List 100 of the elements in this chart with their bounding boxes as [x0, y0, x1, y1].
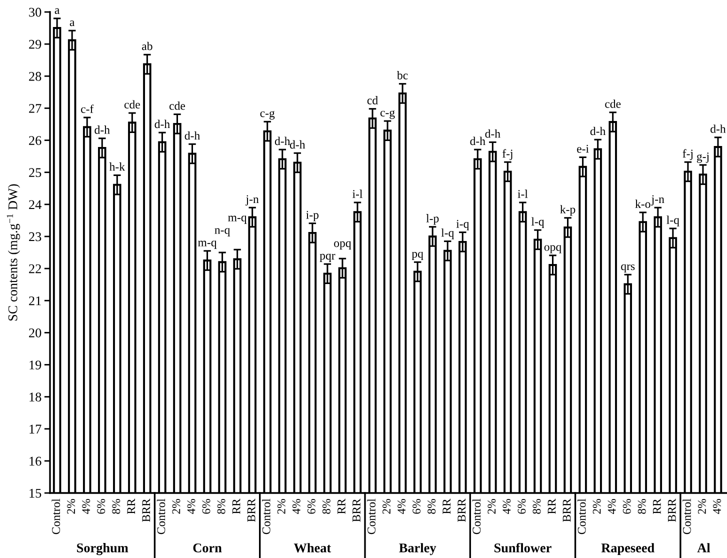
data-label: cd [367, 96, 378, 104]
y-tick-label: 27 [29, 104, 42, 113]
data-label: k-p [560, 205, 576, 216]
data-label: m-q [198, 240, 217, 249]
y-tick-label: 24 [29, 200, 42, 209]
data-label: d-h [470, 136, 486, 146]
y-tick-label: 22 [29, 264, 41, 274]
x-tick-label: Control [367, 498, 376, 534]
data-label: c-f [81, 104, 94, 114]
x-tick-label: RR [127, 498, 136, 514]
data-label: a [70, 20, 75, 26]
data-label: n-q [214, 228, 230, 236]
x-tick-label: 2% [172, 498, 180, 514]
text: Barley [399, 543, 436, 556]
data-label: d-h [154, 120, 170, 128]
text: Rapeseed [601, 543, 654, 556]
data-label: i-l [518, 190, 528, 198]
x-tick-label: BRR [668, 498, 676, 522]
data-label: opq [334, 241, 352, 250]
y-tick-label: 15 [30, 488, 42, 498]
x-tick-label: 4% [398, 498, 406, 514]
x-tick-label: 4% [712, 498, 721, 514]
y-tick-label: 17 [30, 424, 42, 434]
text: Sorghum [77, 543, 128, 556]
data-label: m-q [228, 216, 247, 224]
y-tick-label: 29 [29, 40, 42, 49]
x-tick-label: Control [682, 498, 691, 534]
x-tick-label: 8% [217, 498, 226, 514]
data-label: l-q [531, 217, 544, 228]
x-tick-label: 8% [532, 498, 541, 514]
y-axis-title: SC contents (mg.g$^{−1}$ DW) [6, 184, 20, 321]
x-tick-label: RR [232, 498, 240, 514]
data-label: d-h [290, 140, 306, 149]
data-label: d-h [485, 129, 500, 138]
x-tick-label: 8% [638, 498, 646, 514]
data-label: l-q [441, 228, 454, 240]
x-tick-label: 4% [292, 498, 300, 514]
x-tick-label: BRR [142, 498, 150, 522]
data-label: j-n [651, 195, 664, 206]
text: Wheat [294, 543, 332, 552]
data-label: ab [142, 42, 152, 50]
data-label: a [54, 8, 60, 14]
x-tick-label: 6% [202, 498, 210, 514]
x-tick-label: Control [262, 498, 270, 534]
data-label: bc [396, 71, 408, 80]
x-tick-label: 2% [67, 498, 76, 514]
x-tick-label: Control [472, 498, 481, 534]
x-tick-label: 6% [307, 498, 316, 514]
data-label: d-h [590, 126, 606, 136]
x-tick-label: 8% [112, 498, 120, 514]
data-label: e-i [577, 144, 589, 153]
data-label: h-k [109, 162, 126, 171]
data-label: l-q [666, 216, 680, 226]
y-tick-label: 18 [30, 392, 42, 402]
data-label: d-h [94, 126, 110, 134]
data-label: l-p [426, 214, 439, 225]
text: Corn [193, 544, 222, 552]
x-tick-label: 4% [187, 498, 196, 514]
data-label: pqr [320, 254, 336, 262]
x-tick-label: RR [653, 498, 661, 514]
data-label: opq [544, 245, 562, 254]
x-tick-label: 8% [322, 498, 330, 514]
data-label: i-l [352, 190, 362, 198]
x-tick-label: BRR [247, 498, 256, 522]
y-tick-label: 25 [29, 168, 42, 178]
data-label: c-g [260, 110, 275, 120]
x-tick-label: 2% [592, 498, 601, 514]
x-tick-label: Control [52, 498, 60, 534]
x-tick-label: Control [156, 498, 166, 534]
x-tick-label: Control [577, 498, 586, 534]
x-tick-label: 2% [698, 498, 706, 514]
data-label: f-j [502, 149, 512, 160]
data-label: g-j [696, 152, 709, 163]
data-label: cde [605, 100, 621, 108]
x-tick-label: 2% [488, 498, 496, 514]
y-tick-label: 21 [29, 296, 41, 306]
x-tick-label: BRR [352, 498, 360, 522]
y-tick-label: 20 [29, 328, 42, 338]
y-tick-label: 26 [29, 136, 42, 145]
text: Sunflower [494, 542, 552, 552]
data-label: d-h [710, 124, 726, 133]
x-tick-label: 4% [502, 498, 511, 514]
data-label: d-h [184, 131, 200, 140]
data-label: cde [169, 102, 186, 110]
data-label: k-o [635, 200, 650, 208]
x-tick-label: 8% [428, 498, 436, 514]
x-tick-label: 4% [608, 498, 616, 514]
x-tick-label: RR [338, 498, 346, 514]
y-tick-label: 19 [30, 360, 42, 370]
x-tick-label: 6% [412, 498, 421, 514]
text: Al [697, 543, 710, 552]
x-tick-label: BRR [562, 498, 571, 522]
x-tick-label: 6% [97, 498, 106, 514]
data-label: f-j [682, 149, 692, 160]
data-label: d-h [274, 136, 290, 146]
x-tick-label: 2% [277, 498, 286, 514]
x-tick-label: 4% [82, 498, 90, 514]
x-tick-label: 6% [518, 498, 526, 514]
data-label: cde [124, 100, 140, 109]
x-tick-label: 6% [622, 498, 631, 514]
